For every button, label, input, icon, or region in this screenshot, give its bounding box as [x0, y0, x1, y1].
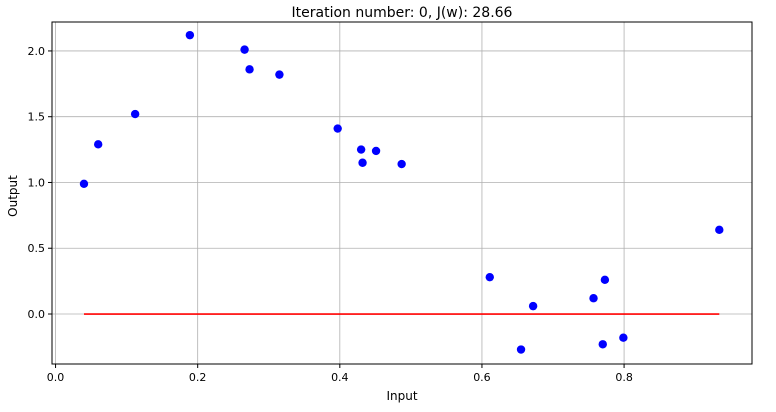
grid-layer — [52, 22, 752, 364]
chart-title: Iteration number: 0, J(w): 28.66 — [292, 5, 513, 21]
y-tick-label: 0.0 — [28, 308, 46, 321]
data-point — [598, 340, 607, 349]
data-point — [619, 333, 628, 342]
data-point — [600, 275, 610, 285]
data-point — [397, 159, 406, 169]
data-point — [516, 345, 526, 354]
x-tick-label: 0.6 — [473, 371, 491, 384]
data-point — [275, 70, 284, 79]
plot-frame — [51, 21, 753, 365]
data-point — [485, 272, 494, 282]
points-layer — [79, 30, 724, 354]
data-point — [715, 225, 724, 235]
data-point — [589, 294, 598, 303]
x-tick-label: 0.4 — [331, 371, 349, 384]
data-point — [245, 65, 254, 74]
x-tick-label: 0.0 — [47, 371, 65, 384]
data-point — [130, 109, 140, 119]
x-tick-label: 0.2 — [189, 371, 207, 384]
x-tick-label: 0.8 — [615, 371, 633, 384]
data-point — [371, 146, 381, 156]
data-point — [79, 179, 89, 188]
data-point — [93, 140, 103, 149]
data-point — [333, 124, 342, 133]
data-point — [185, 30, 195, 40]
ticks-layer: 0.0 0.2 0.4 0.6 0.8 0.0 0.5 1.0 1.5 2.0 — [28, 45, 633, 384]
data-point — [356, 145, 366, 154]
data-point — [240, 45, 249, 54]
data-point — [358, 158, 367, 167]
y-tick-label: 0.5 — [28, 242, 46, 255]
data-point — [528, 301, 538, 311]
y-tick-label: 1.0 — [28, 176, 46, 189]
y-tick-label: 1.5 — [28, 111, 46, 124]
y-tick-label: 2.0 — [28, 45, 46, 58]
x-axis-label: Input — [386, 389, 417, 403]
y-axis-label: Output — [6, 175, 20, 217]
